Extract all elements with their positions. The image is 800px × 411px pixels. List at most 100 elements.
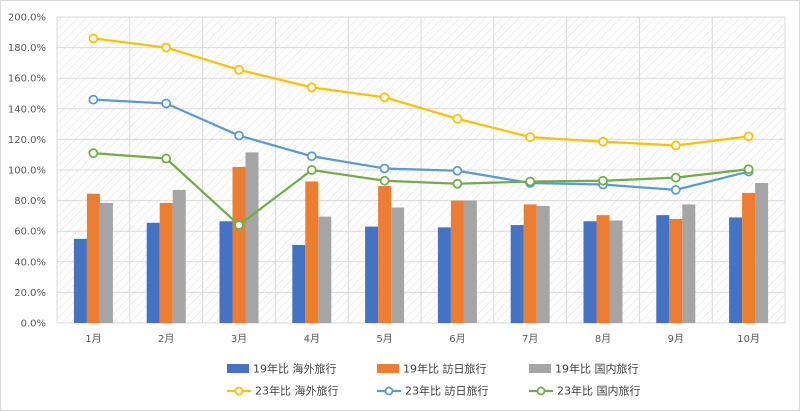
legend-swatch — [227, 364, 249, 373]
line-point — [670, 172, 681, 183]
legend-label: 23年比 海外旅行 — [255, 384, 339, 398]
x-tick-label: 2月 — [158, 333, 174, 345]
bar — [583, 221, 597, 323]
legend-label: 23年比 訪日旅行 — [405, 384, 489, 398]
bar — [391, 207, 405, 323]
line-point — [743, 131, 754, 142]
x-tick-label: 7月 — [522, 333, 538, 345]
bar — [305, 181, 319, 323]
line-point — [670, 140, 681, 151]
bar — [536, 205, 550, 323]
bar — [146, 222, 160, 323]
line-point — [234, 220, 244, 230]
bar — [86, 193, 100, 323]
bar — [755, 183, 769, 323]
x-tick-label: 6月 — [449, 333, 465, 345]
line-point — [379, 92, 390, 103]
series-line — [93, 37, 749, 147]
y-axis-ticks: 0.0% 20.0% 40.0% 60.0% 80.0% 100.0% 120.0% 140.… — [8, 13, 46, 330]
line-point — [452, 113, 463, 124]
y-tick-label: 0.0% — [21, 319, 46, 330]
line-point — [306, 151, 317, 162]
bar — [596, 215, 610, 323]
bar — [365, 226, 379, 323]
line-point — [161, 42, 172, 53]
line-point — [452, 178, 463, 189]
y-tick-label: 180.0% — [8, 43, 46, 54]
legend-marker — [536, 386, 546, 396]
line-point — [234, 64, 244, 75]
line-point — [88, 148, 99, 159]
legend-marker — [384, 386, 394, 396]
y-tick-label: 40.0% — [14, 257, 46, 268]
bar — [99, 202, 113, 323]
bar — [437, 227, 451, 323]
x-tick-label: 5月 — [376, 333, 392, 345]
line-point — [598, 175, 608, 186]
x-tick-label: 1月 — [85, 333, 101, 345]
bar — [159, 202, 173, 323]
bar — [232, 166, 246, 323]
bar — [245, 152, 259, 323]
line-point — [452, 165, 463, 176]
legend-label: 19年比 訪日旅行 — [403, 362, 487, 376]
line-point — [670, 185, 681, 195]
legend-swatch — [529, 364, 551, 373]
bar — [219, 221, 233, 323]
x-tick-label: 8月 — [595, 333, 611, 345]
y-tick-label: 20.0% — [14, 288, 46, 299]
x-tick-label: 10月 — [737, 333, 760, 345]
line-point — [306, 82, 317, 93]
line-point — [379, 163, 390, 174]
y-tick-label: 80.0% — [14, 196, 46, 207]
bar — [73, 238, 87, 323]
line-point — [161, 98, 172, 109]
bar — [742, 192, 756, 323]
bar — [463, 200, 477, 323]
x-tick-label: 3月 — [231, 333, 247, 345]
bar — [378, 186, 392, 323]
line-point — [161, 153, 172, 164]
legend-label: 19年比 海外旅行 — [253, 362, 337, 376]
x-tick-label: 9月 — [668, 333, 684, 345]
bar — [523, 204, 537, 323]
line-point — [598, 136, 608, 147]
bar — [729, 217, 743, 323]
legend-label: 23年比 国内旅行 — [557, 384, 641, 398]
bar — [609, 220, 623, 323]
bar — [682, 204, 696, 323]
legend: 19年比 海外旅行 19年比 訪日旅行 19年比 国内旅行 23年比 海外旅行 23年比… — [227, 362, 641, 398]
bar — [669, 218, 683, 323]
bar — [510, 225, 524, 323]
y-tick-label: 160.0% — [8, 74, 46, 85]
line-point — [379, 175, 390, 186]
legend-swatch — [377, 364, 399, 373]
line-point — [88, 94, 99, 105]
line-point — [306, 165, 317, 175]
legend-label: 19年比 国内旅行 — [555, 362, 639, 376]
line-point — [234, 130, 244, 141]
y-tick-label: 120.0% — [8, 135, 46, 146]
x-axis-ticks: 1月 2月 3月 4月 5月 6月 7月 8月 9月 10月 — [85, 333, 760, 345]
bar — [292, 244, 306, 323]
line-point — [88, 33, 99, 44]
bar — [318, 216, 332, 323]
bar — [450, 200, 464, 323]
bar — [172, 189, 186, 323]
y-tick-label: 140.0% — [8, 104, 46, 115]
line-series-group — [88, 33, 754, 230]
series-line — [93, 98, 749, 192]
x-tick-label: 4月 — [304, 333, 320, 345]
line-point — [743, 164, 754, 175]
y-tick-label: 100.0% — [8, 166, 46, 177]
series-line — [93, 152, 749, 227]
line-point — [525, 132, 536, 142]
y-tick-label: 200.0% — [8, 13, 46, 24]
bar-series-group — [73, 152, 769, 323]
y-tick-label: 60.0% — [14, 227, 46, 238]
legend-marker — [234, 386, 244, 396]
line-point — [525, 176, 536, 187]
bar — [656, 215, 670, 323]
